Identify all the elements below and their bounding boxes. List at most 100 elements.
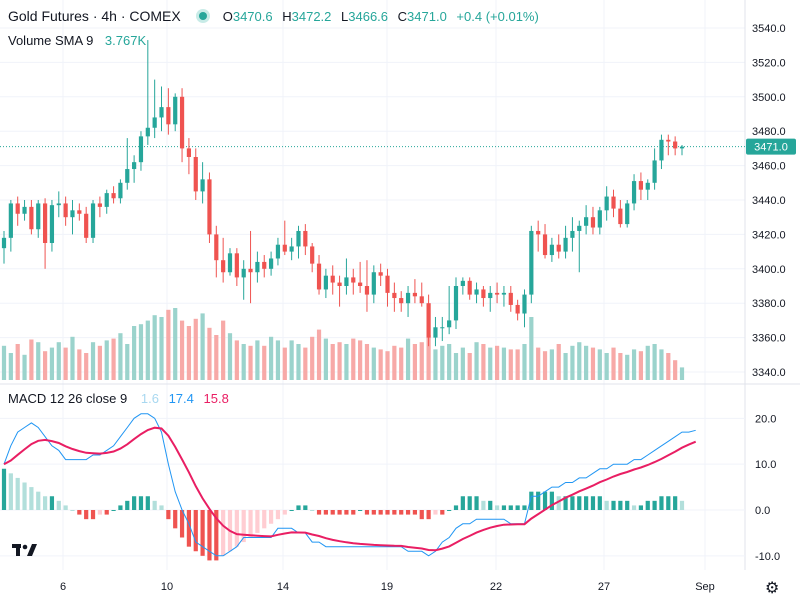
price-candles [1, 40, 685, 347]
macd-histogram-bar [556, 496, 561, 510]
volume-bar [392, 345, 397, 380]
macd-histogram-bar [563, 496, 568, 510]
volume-bar [419, 342, 424, 380]
gear-icon[interactable]: ⚙ [765, 580, 780, 597]
symbol-title[interactable]: Gold Futures · 4h · COMEX [8, 8, 181, 24]
macd-histogram-bar [255, 510, 260, 533]
macd-histogram-bar [515, 505, 520, 510]
time-tick-label: 10 [161, 581, 173, 593]
candle-body [90, 203, 96, 238]
macd-histogram-bar [262, 510, 267, 529]
macd-tick-label: -10.0 [755, 551, 780, 563]
candle-body [132, 162, 137, 170]
macd-histogram-bar [310, 510, 315, 511]
volume-bar [118, 333, 123, 380]
tradingview-logo-icon[interactable] [12, 542, 38, 558]
price-tick-label: 3440.0 [752, 195, 786, 207]
macd-histogram-bar [570, 496, 575, 510]
volume-bar [467, 353, 472, 380]
candle-body [248, 268, 253, 273]
candle-body [255, 261, 260, 273]
candle-body [49, 205, 55, 243]
volume-bar [364, 344, 370, 380]
macd-histogram-bar [173, 510, 178, 529]
candle-body [542, 234, 548, 256]
macd-histogram-bar [385, 510, 390, 515]
candle-body [570, 230, 575, 238]
candle-body [36, 203, 41, 230]
candle-body [419, 296, 424, 304]
volume-bar [659, 349, 664, 380]
volume-bar [488, 347, 493, 380]
macd-histogram-bar [15, 477, 20, 510]
macd-line [3, 413, 696, 557]
price-tick-label: 3380.0 [752, 298, 786, 310]
macd-histogram-bar [166, 510, 171, 520]
volume-legend[interactable]: Volume SMA 9 3.767K [8, 33, 146, 48]
macd-histogram-bar [200, 510, 205, 556]
volume-bar [262, 345, 267, 380]
macd-histogram-bar [145, 496, 150, 510]
volume-bar [385, 351, 390, 380]
macd-histogram-bar [371, 510, 376, 515]
symbol-header[interactable]: Gold Futures · 4h · COMEX O3470.6 H3472.… [8, 8, 545, 24]
volume-bar [618, 353, 623, 380]
macd-histogram-bar [433, 510, 438, 515]
volume-bar [77, 349, 82, 380]
candle-body [214, 234, 219, 261]
candle-body [577, 225, 582, 231]
candle-body [584, 217, 589, 226]
volume-bar [590, 347, 596, 380]
candle-body [289, 246, 294, 252]
candle-body [323, 275, 328, 290]
volume-bar [652, 344, 657, 380]
candle-body [56, 203, 61, 206]
macd-histogram-bar [659, 496, 664, 510]
time-axis[interactable]: 6 10 14 19 22 27 Sep [60, 581, 715, 593]
volume-bar [36, 342, 41, 380]
candle-body [440, 327, 445, 329]
volume-bar [638, 351, 644, 380]
volume-bar [296, 344, 301, 380]
macd-params: 12 26 close 9 [49, 391, 128, 406]
candle-body [385, 275, 390, 293]
candle-body [207, 179, 212, 235]
macd-histogram-bar [460, 496, 465, 510]
price-tick-label: 3520.0 [752, 57, 786, 69]
price-axis[interactable]: 3540.0 3520.0 3500.0 3480.0 3460.0 3440.0 3420… [752, 23, 786, 563]
volume-bar [577, 342, 582, 380]
volume-bar [111, 338, 116, 380]
macd-histogram-bar [577, 496, 582, 510]
macd-histogram-bar [645, 500, 650, 510]
candle-body [488, 292, 493, 299]
macd-label: MACD [8, 391, 47, 406]
volume-bar [453, 353, 459, 380]
volume-bar [358, 340, 363, 380]
candle-body [282, 244, 287, 252]
candle-body [645, 182, 650, 190]
macd-legend[interactable]: MACD 12 26 close 9 1.6 17.4 15.8 [8, 391, 229, 406]
volume-bar [323, 338, 328, 380]
macd-histogram-bar [378, 510, 383, 515]
macd-histogram-bar [549, 491, 554, 510]
volume-bar [138, 324, 144, 380]
candle-body [1, 237, 7, 249]
candle-body [453, 286, 459, 321]
macd-histogram-bar [529, 491, 534, 510]
volume-bar [49, 347, 55, 380]
volume-bar [159, 317, 164, 380]
volume-bar [70, 336, 75, 380]
macd-line-value: 17.4 [168, 391, 194, 406]
candle-body [508, 292, 513, 305]
macd-histogram-bar [234, 510, 239, 547]
volume-bar [570, 345, 575, 380]
last-price-text: 3471.0 [754, 142, 788, 154]
candle-body [303, 230, 308, 247]
candle-body [563, 237, 568, 252]
volume-bar [22, 354, 27, 380]
macd-histogram-bar [467, 496, 472, 510]
close-value: 3471.0 [407, 8, 447, 24]
macd-histogram-bar [405, 510, 411, 515]
time-tick-label: 6 [60, 581, 66, 593]
